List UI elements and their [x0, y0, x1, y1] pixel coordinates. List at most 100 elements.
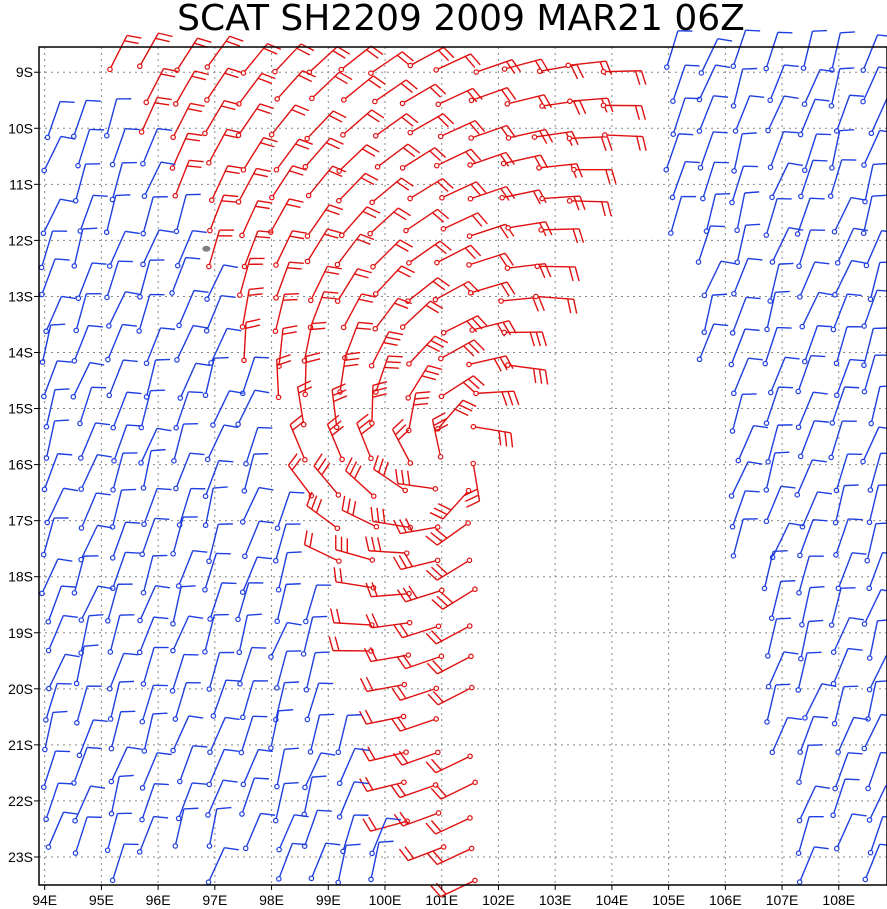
wind-barb-low — [104, 812, 133, 854]
wind-barb-low — [239, 356, 270, 397]
wind-barb-high — [393, 623, 442, 639]
wind-barb-low — [862, 162, 887, 205]
wind-barb-high — [405, 364, 443, 401]
wind-barb-high — [539, 195, 586, 211]
wind-barb-low — [769, 227, 804, 265]
wind-barb-high — [498, 296, 545, 312]
x-tick-label: 104E — [596, 892, 629, 908]
wind-barb-high — [368, 331, 404, 369]
wind-barb-high — [307, 265, 342, 304]
y-tick-label: 17S — [8, 513, 33, 529]
wind-barb-low — [72, 816, 102, 856]
wind-barb-low — [240, 748, 273, 788]
wind-barb-high — [208, 165, 243, 204]
wind-barb-high — [392, 553, 441, 571]
wind-barb-low — [866, 484, 887, 526]
wind-barb-low — [72, 785, 106, 824]
wind-barb-high — [571, 166, 617, 184]
wind-barb-low — [833, 453, 863, 494]
wind-barb-high — [304, 110, 347, 142]
wind-barb-low — [864, 522, 887, 564]
wind-barb-low — [868, 97, 887, 137]
y-tick-label: 16S — [8, 457, 33, 473]
wind-barb-low — [833, 518, 863, 558]
wind-barb-low — [799, 585, 825, 628]
island-mark — [202, 245, 211, 252]
wind-barb-low — [861, 354, 887, 395]
wind-barb-low — [176, 745, 208, 785]
wind-barb-high — [169, 132, 203, 171]
wind-barb-low — [43, 682, 72, 723]
wind-barb-high — [328, 636, 374, 654]
wind-barb-low — [106, 652, 139, 692]
wind-barb-low — [799, 491, 833, 530]
wind-barb-high — [304, 228, 342, 265]
wind-barb-low — [796, 846, 829, 885]
wind-barb-high — [241, 318, 261, 364]
wind-barb-low — [863, 229, 887, 269]
wind-barb-low — [207, 582, 237, 622]
wind-barb-low — [236, 613, 262, 656]
wind-barb-high — [566, 135, 613, 151]
wind-barb-high — [406, 240, 452, 266]
wind-barb-high — [338, 45, 384, 73]
wind-barb-high — [373, 455, 409, 494]
wind-barb-high — [274, 69, 316, 102]
wind-barb-high — [240, 136, 278, 173]
wind-barb-low — [210, 679, 241, 719]
wind-barb-low — [268, 709, 294, 751]
wind-barb-high — [534, 263, 580, 282]
wind-barb-high — [367, 207, 411, 237]
wind-barb-high — [425, 815, 473, 835]
wind-barb-low — [696, 323, 729, 363]
wind-barb-high — [425, 520, 471, 546]
wind-barb-low — [141, 712, 168, 754]
y-tick-label: 10S — [8, 120, 33, 136]
wind-barb-low — [764, 617, 792, 659]
wind-barb-low — [71, 746, 102, 786]
wind-barb-low — [110, 452, 138, 493]
wind-barb-low — [210, 390, 244, 428]
wind-barb-low — [71, 555, 99, 596]
wind-barb-low — [830, 293, 862, 333]
y-tick-label: 14S — [8, 344, 33, 360]
wind-barb-low — [105, 323, 137, 363]
wind-barb-high — [600, 68, 647, 86]
wind-barb-low — [103, 194, 131, 236]
wind-barb-low — [834, 227, 869, 266]
wind-barb-low — [796, 785, 831, 824]
wind-barb-low — [829, 128, 855, 171]
wind-barb-low — [767, 262, 794, 304]
wind-barb-high — [331, 383, 348, 431]
wind-barb-high — [143, 67, 179, 106]
wind-barb-low — [242, 520, 274, 560]
wind-barb-low — [235, 389, 270, 428]
wind-barb-high — [468, 124, 517, 141]
wind-barb-low — [670, 64, 700, 104]
wind-barb-high — [396, 653, 445, 670]
wind-barb-layer — [38, 29, 887, 898]
wind-barb-low — [860, 34, 887, 73]
wind-barb-high — [303, 530, 342, 564]
wind-barb-low — [136, 815, 169, 855]
wind-barb-low — [107, 680, 135, 722]
wind-barb-low — [833, 326, 862, 367]
wind-barb-low — [70, 361, 105, 400]
wind-barb-low — [169, 256, 201, 296]
wind-barb-low — [700, 161, 729, 202]
wind-barb-low — [137, 585, 171, 624]
wind-barb-low — [797, 715, 829, 755]
wind-barb-high — [373, 355, 403, 395]
wind-barb-low — [730, 518, 758, 559]
plot-frame — [38, 46, 887, 886]
wind-barb-low — [703, 192, 731, 234]
y-tick-label: 9S — [16, 64, 33, 80]
wind-barb-low — [828, 587, 856, 628]
wind-barb-low — [765, 95, 799, 134]
wind-barb-low — [769, 716, 803, 756]
wind-barb-high — [333, 567, 377, 591]
wind-barb-low — [73, 292, 101, 334]
wind-barb-low — [239, 486, 274, 525]
wind-barb-low — [173, 452, 205, 492]
